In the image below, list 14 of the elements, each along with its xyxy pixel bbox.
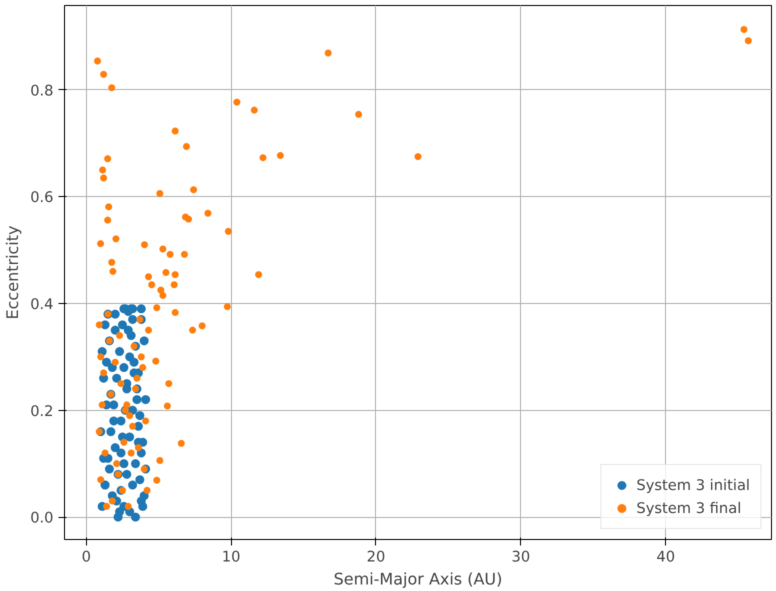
y-tick-label: 0.4 xyxy=(30,296,54,313)
legend-label: System 3 initial xyxy=(636,476,750,494)
legend-label: System 3 final xyxy=(636,500,742,516)
x-axis-title: Semi-Major Axis (AU) xyxy=(334,570,502,588)
x-tick-label: 30 xyxy=(512,548,530,566)
y-tick-label: 0.0 xyxy=(30,510,54,527)
y-tick-label: 0.8 xyxy=(30,82,54,100)
x-tick-label: 10 xyxy=(222,548,240,566)
y-tick-label: 0.2 xyxy=(30,402,54,420)
x-tick-label: 0 xyxy=(82,548,91,566)
y-tick-label: 0.6 xyxy=(30,189,54,206)
x-tick-label: 40 xyxy=(656,548,676,566)
y-axis-title: Eccentricity xyxy=(3,226,22,320)
x-tick-label: 20 xyxy=(366,548,386,566)
